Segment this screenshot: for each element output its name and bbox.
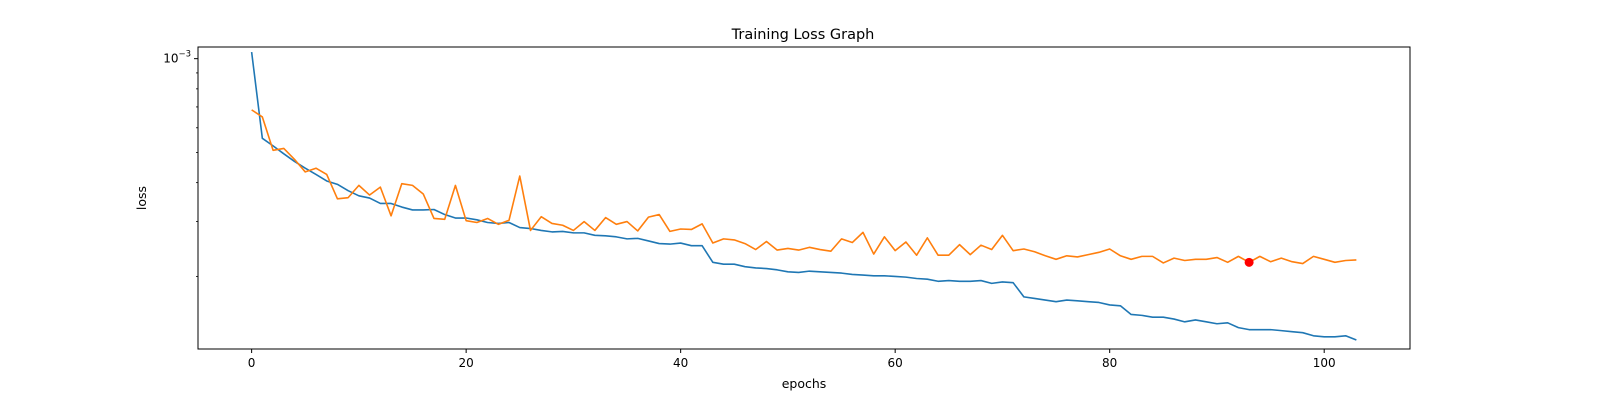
- x-axis-label: epochs: [782, 376, 827, 391]
- best-point-marker: [1244, 257, 1254, 267]
- x-tick-label: 40: [673, 356, 688, 370]
- series-line-2: [251, 109, 1357, 265]
- plot-area-frame: [197, 46, 1411, 350]
- y-axis-label: loss: [134, 186, 149, 210]
- x-tick-label: 20: [459, 356, 474, 370]
- y-tick-label: 10−3: [163, 50, 191, 66]
- x-tick-label: 60: [888, 356, 903, 370]
- series-line-1: [250, 51, 1357, 341]
- x-tick-label: 0: [248, 356, 256, 370]
- marker-layer: [1244, 257, 1254, 267]
- x-tick-label: 100: [1313, 356, 1336, 370]
- x-tick-label: 80: [1102, 356, 1117, 370]
- series-layer: [250, 51, 1357, 341]
- y-axis-ticks: 10−3: [163, 50, 198, 277]
- x-axis-ticks: 0 20 40 60 80 100: [248, 349, 1336, 370]
- chart-title: Training Loss Graph: [731, 27, 875, 43]
